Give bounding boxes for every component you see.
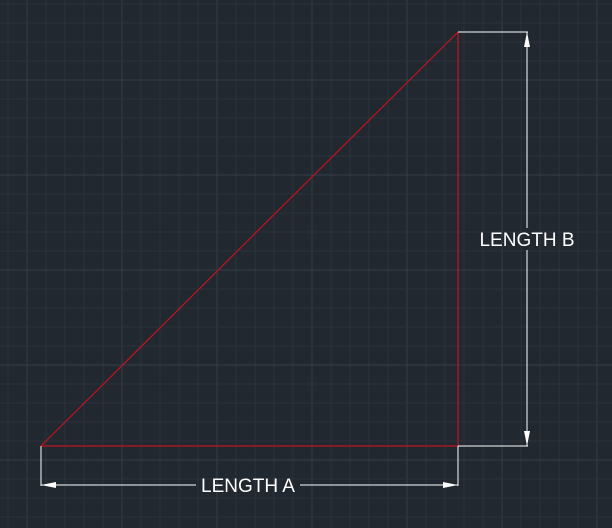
arrowhead-top-icon — [524, 32, 530, 47]
dimension-length-a[interactable] — [40, 446, 459, 488]
length-b-label: LENGTH B — [479, 230, 574, 251]
triangle[interactable] — [40, 31, 459, 447]
length-a-label: LENGTH A — [201, 476, 295, 497]
triangle-hypotenuse[interactable] — [40, 31, 459, 447]
arrowhead-left-icon — [41, 482, 56, 488]
length-b-label-mask — [522, 228, 532, 250]
arrowhead-bottom-icon — [524, 431, 530, 446]
arrowhead-right-icon — [443, 482, 458, 488]
